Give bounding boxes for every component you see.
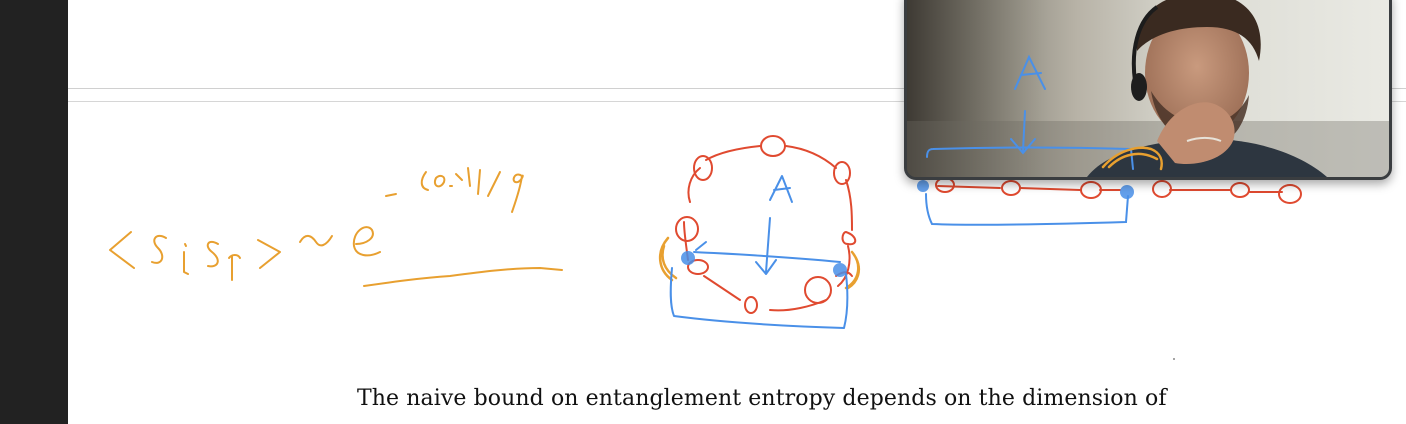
page-divider-bottom [68,101,1406,102]
page-divider-top [68,88,1406,89]
document-body-text: The naive bound on entanglement entropy … [357,386,1167,411]
stray-mark [1173,358,1175,360]
left-sidebar-dark [0,0,68,424]
person-video-feed [907,0,1389,177]
video-call-window[interactable] [904,0,1392,180]
